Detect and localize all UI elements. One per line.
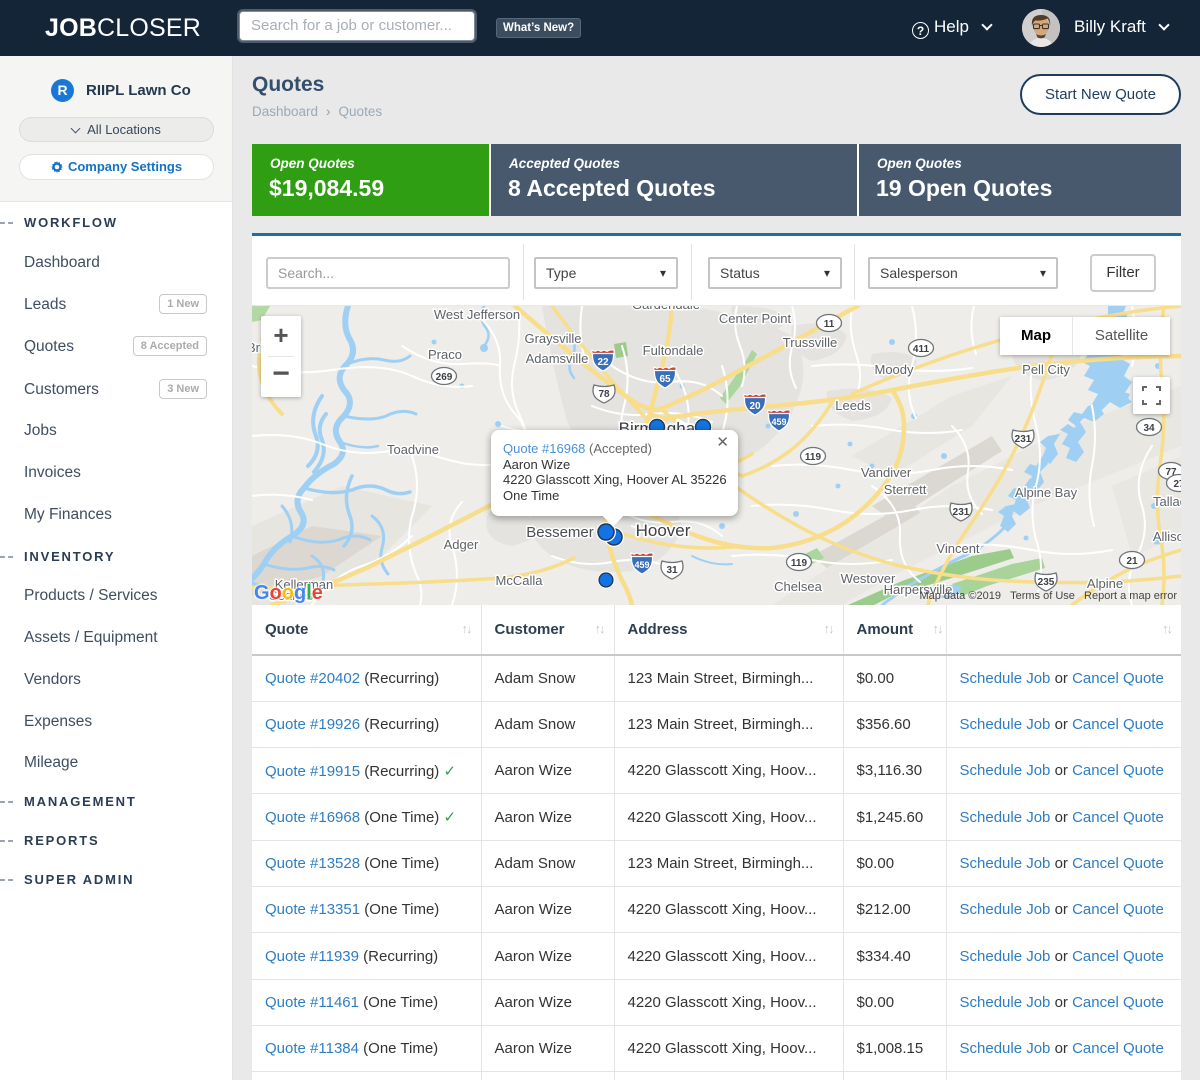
svg-text:Allison: Allison bbox=[1153, 529, 1181, 544]
svg-text:Westover: Westover bbox=[841, 571, 896, 586]
svg-text:Toadvine: Toadvine bbox=[387, 442, 439, 457]
svg-text:411: 411 bbox=[913, 344, 930, 355]
svg-text:Pell City: Pell City bbox=[1022, 362, 1070, 377]
svg-text:Bessemer: Bessemer bbox=[526, 524, 594, 541]
svg-text:65: 65 bbox=[659, 374, 671, 385]
svg-text:Moody: Moody bbox=[874, 362, 914, 377]
svg-text:Harpersville: Harpersville bbox=[884, 582, 953, 597]
svg-text:235: 235 bbox=[1038, 577, 1055, 588]
svg-text:21: 21 bbox=[1126, 556, 1138, 567]
svg-text:Gardendale: Gardendale bbox=[632, 306, 700, 312]
svg-text:Tallade: Tallade bbox=[1153, 494, 1181, 509]
svg-text:Chelsea: Chelsea bbox=[774, 579, 822, 594]
svg-text:Graysville: Graysville bbox=[524, 331, 581, 346]
svg-text:231: 231 bbox=[1015, 434, 1032, 445]
svg-text:231: 231 bbox=[953, 507, 970, 518]
svg-text:Vandiver: Vandiver bbox=[861, 465, 912, 480]
svg-text:78: 78 bbox=[598, 389, 610, 400]
svg-text:34: 34 bbox=[1143, 423, 1155, 434]
svg-text:31: 31 bbox=[666, 565, 678, 576]
svg-text:11: 11 bbox=[824, 319, 835, 330]
svg-text:Fultondale: Fultondale bbox=[643, 343, 704, 358]
svg-text:77: 77 bbox=[1165, 467, 1177, 478]
svg-text:459: 459 bbox=[634, 560, 649, 570]
svg-text:Searles: Searles bbox=[269, 588, 314, 603]
svg-text:Trussville: Trussville bbox=[783, 335, 837, 350]
svg-text:Alpine: Alpine bbox=[1087, 576, 1123, 591]
svg-text:Adamsville: Adamsville bbox=[526, 351, 589, 366]
svg-text:Praco: Praco bbox=[428, 347, 462, 362]
svg-text:Sterrett: Sterrett bbox=[884, 482, 927, 497]
svg-text:119: 119 bbox=[791, 558, 808, 569]
svg-text:27: 27 bbox=[1173, 479, 1181, 490]
svg-text:269: 269 bbox=[436, 372, 453, 383]
svg-text:Vincent: Vincent bbox=[936, 541, 980, 556]
svg-text:Center Point: Center Point bbox=[719, 311, 792, 326]
svg-text:Hoover: Hoover bbox=[636, 521, 691, 540]
svg-text:Adger: Adger bbox=[444, 537, 479, 552]
svg-text:459: 459 bbox=[771, 417, 786, 427]
svg-text:119: 119 bbox=[805, 452, 822, 463]
svg-text:Alpine Bay: Alpine Bay bbox=[1015, 485, 1078, 500]
svg-text:West Jefferson: West Jefferson bbox=[434, 307, 520, 322]
svg-text:Kellerman: Kellerman bbox=[275, 577, 334, 592]
svg-text:McCalla: McCalla bbox=[496, 573, 544, 588]
svg-text:20: 20 bbox=[749, 401, 761, 412]
svg-text:Leeds: Leeds bbox=[835, 398, 871, 413]
svg-text:22: 22 bbox=[597, 357, 609, 368]
